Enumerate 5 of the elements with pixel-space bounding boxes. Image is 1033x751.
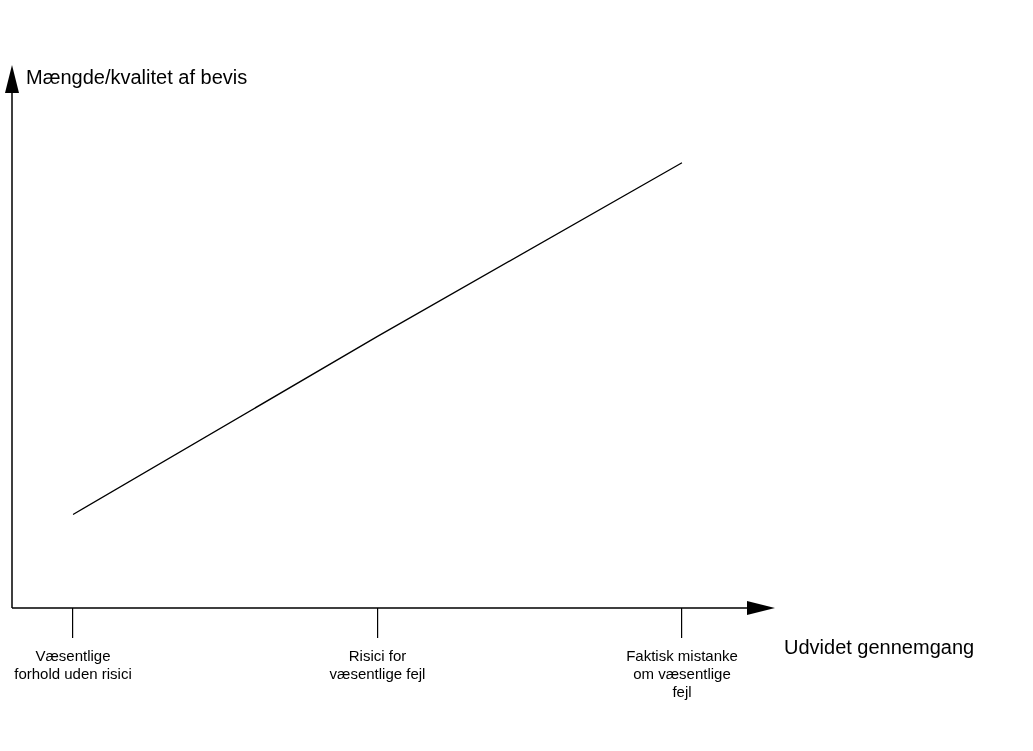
x-tick-label: Risici for væsentlige fejl: [329, 647, 426, 683]
x-axis-title: Udvidet gennemgang: [784, 635, 975, 658]
x-tick-label: Væsentlige forhold uden risici: [14, 647, 132, 683]
x-tick-label: Faktisk mistanke om væsentlige fejl: [626, 647, 738, 701]
y-axis-title: Mængde/kvalitet af bevis: [26, 65, 248, 88]
